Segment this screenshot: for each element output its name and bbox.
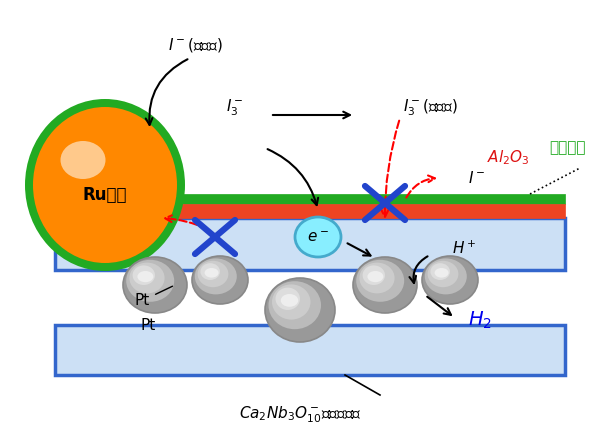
Bar [55, 194, 565, 204]
Ellipse shape [425, 258, 467, 294]
Bar [55, 204, 565, 218]
Ellipse shape [269, 281, 321, 329]
Ellipse shape [362, 265, 385, 285]
Ellipse shape [281, 294, 298, 307]
Ellipse shape [422, 256, 478, 304]
Ellipse shape [353, 257, 417, 313]
Ellipse shape [275, 288, 300, 310]
Ellipse shape [61, 141, 106, 179]
Text: $I^-$: $I^-$ [468, 170, 485, 186]
Ellipse shape [123, 257, 187, 313]
Text: $I^-$(高濃度): $I^-$(高濃度) [167, 36, 223, 54]
Text: $I_3^-$: $I_3^-$ [226, 98, 244, 118]
Ellipse shape [205, 268, 218, 278]
Text: Pt: Pt [140, 318, 155, 332]
Bar [55, 325, 565, 375]
Text: ポリマー: ポリマー [550, 141, 586, 155]
Text: $Ca_2Nb_3O_{10}^-$ナノシート: $Ca_2Nb_3O_{10}^-$ナノシート [239, 405, 361, 425]
Ellipse shape [192, 256, 248, 304]
Ellipse shape [126, 260, 174, 302]
Ellipse shape [295, 217, 341, 257]
Text: Pt: Pt [135, 286, 172, 308]
Text: $H_2$: $H_2$ [468, 310, 492, 331]
Ellipse shape [359, 263, 395, 293]
Text: $I_3^-$(低濃度): $I_3^-$(低濃度) [403, 98, 457, 118]
Ellipse shape [356, 260, 404, 302]
Ellipse shape [33, 107, 177, 263]
Ellipse shape [130, 263, 164, 293]
Text: $Al_2O_3$: $Al_2O_3$ [487, 149, 529, 168]
Ellipse shape [25, 99, 185, 271]
Ellipse shape [428, 261, 458, 287]
Text: $H^+$: $H^+$ [452, 239, 476, 257]
Ellipse shape [272, 284, 311, 319]
Ellipse shape [133, 265, 155, 285]
Ellipse shape [200, 263, 220, 280]
Ellipse shape [197, 261, 229, 287]
Bar [55, 218, 565, 270]
Ellipse shape [430, 263, 450, 280]
Ellipse shape [367, 271, 383, 282]
Ellipse shape [434, 268, 449, 278]
Ellipse shape [195, 258, 237, 294]
Text: $e^-$: $e^-$ [307, 229, 329, 245]
Text: Ru色素: Ru色素 [83, 186, 127, 204]
Ellipse shape [137, 271, 154, 282]
Ellipse shape [265, 278, 335, 342]
